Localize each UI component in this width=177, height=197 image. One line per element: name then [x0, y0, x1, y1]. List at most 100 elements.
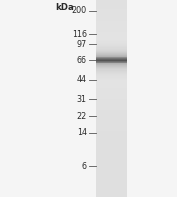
- Bar: [96, 63, 127, 64]
- Bar: [96, 22, 127, 24]
- Bar: [96, 124, 127, 125]
- Bar: [96, 112, 127, 113]
- Bar: [96, 52, 127, 68]
- Bar: [96, 64, 127, 66]
- Bar: [96, 159, 127, 160]
- Bar: [96, 131, 127, 133]
- Bar: [96, 148, 127, 150]
- Bar: [96, 75, 127, 76]
- Bar: [96, 106, 127, 108]
- Bar: [96, 183, 127, 184]
- Bar: [96, 24, 127, 25]
- Bar: [96, 126, 127, 127]
- Bar: [96, 67, 127, 68]
- Bar: [96, 165, 127, 167]
- Bar: [96, 44, 127, 76]
- Bar: [96, 93, 127, 95]
- Bar: [96, 57, 127, 63]
- Bar: [96, 39, 127, 41]
- Bar: [96, 91, 127, 92]
- Bar: [96, 125, 127, 126]
- Text: 44: 44: [77, 75, 87, 84]
- Bar: [96, 0, 127, 1]
- Bar: [96, 42, 127, 78]
- Bar: [96, 139, 127, 140]
- Bar: [96, 25, 127, 26]
- Bar: [96, 47, 127, 73]
- Bar: [96, 45, 127, 46]
- Bar: [96, 57, 127, 58]
- Bar: [96, 18, 127, 20]
- Bar: [96, 146, 127, 147]
- Bar: [96, 61, 127, 62]
- Bar: [96, 3, 127, 4]
- Bar: [96, 196, 127, 197]
- Bar: [96, 12, 127, 13]
- Bar: [96, 117, 127, 118]
- Bar: [96, 144, 127, 146]
- Bar: [96, 168, 127, 169]
- Bar: [96, 71, 127, 72]
- Bar: [96, 192, 127, 193]
- Bar: [96, 187, 127, 188]
- Bar: [96, 35, 127, 37]
- Bar: [96, 121, 127, 122]
- Bar: [96, 10, 127, 12]
- Text: 31: 31: [77, 95, 87, 104]
- Bar: [96, 60, 127, 62]
- Bar: [96, 81, 127, 83]
- Bar: [96, 5, 127, 7]
- Bar: [96, 59, 127, 60]
- Bar: [96, 53, 127, 54]
- Bar: [96, 188, 127, 189]
- Bar: [96, 96, 127, 97]
- Bar: [96, 185, 127, 187]
- Bar: [96, 21, 127, 22]
- Bar: [96, 177, 127, 179]
- Bar: [96, 160, 127, 162]
- Bar: [96, 53, 127, 67]
- Bar: [96, 14, 127, 16]
- Bar: [96, 9, 127, 10]
- Bar: [96, 55, 127, 57]
- Bar: [96, 89, 127, 91]
- Bar: [96, 184, 127, 185]
- Bar: [96, 175, 127, 176]
- Bar: [96, 43, 127, 45]
- Bar: [96, 173, 127, 175]
- Bar: [96, 135, 127, 137]
- Bar: [96, 60, 127, 61]
- Bar: [96, 47, 127, 49]
- Text: kDa: kDa: [56, 3, 74, 12]
- Bar: [96, 1, 127, 3]
- Bar: [96, 51, 127, 70]
- Bar: [96, 76, 127, 77]
- Bar: [96, 58, 127, 59]
- Bar: [96, 4, 127, 5]
- Bar: [96, 36, 127, 84]
- Bar: [96, 57, 127, 58]
- Bar: [96, 150, 127, 151]
- Bar: [96, 116, 127, 117]
- Text: 200: 200: [72, 6, 87, 15]
- Bar: [96, 127, 127, 129]
- Bar: [96, 68, 127, 70]
- Bar: [96, 169, 127, 171]
- Bar: [96, 162, 127, 163]
- Bar: [96, 58, 127, 59]
- Bar: [96, 143, 127, 144]
- Bar: [96, 17, 127, 18]
- Bar: [96, 130, 127, 131]
- Bar: [96, 16, 127, 17]
- Bar: [96, 164, 127, 165]
- Bar: [96, 66, 127, 67]
- Bar: [96, 46, 127, 74]
- Bar: [96, 0, 127, 197]
- Bar: [96, 80, 127, 81]
- Bar: [96, 8, 127, 9]
- Text: 6: 6: [82, 162, 87, 171]
- Bar: [96, 152, 127, 154]
- Bar: [96, 113, 127, 114]
- Bar: [96, 48, 127, 72]
- Bar: [96, 193, 127, 194]
